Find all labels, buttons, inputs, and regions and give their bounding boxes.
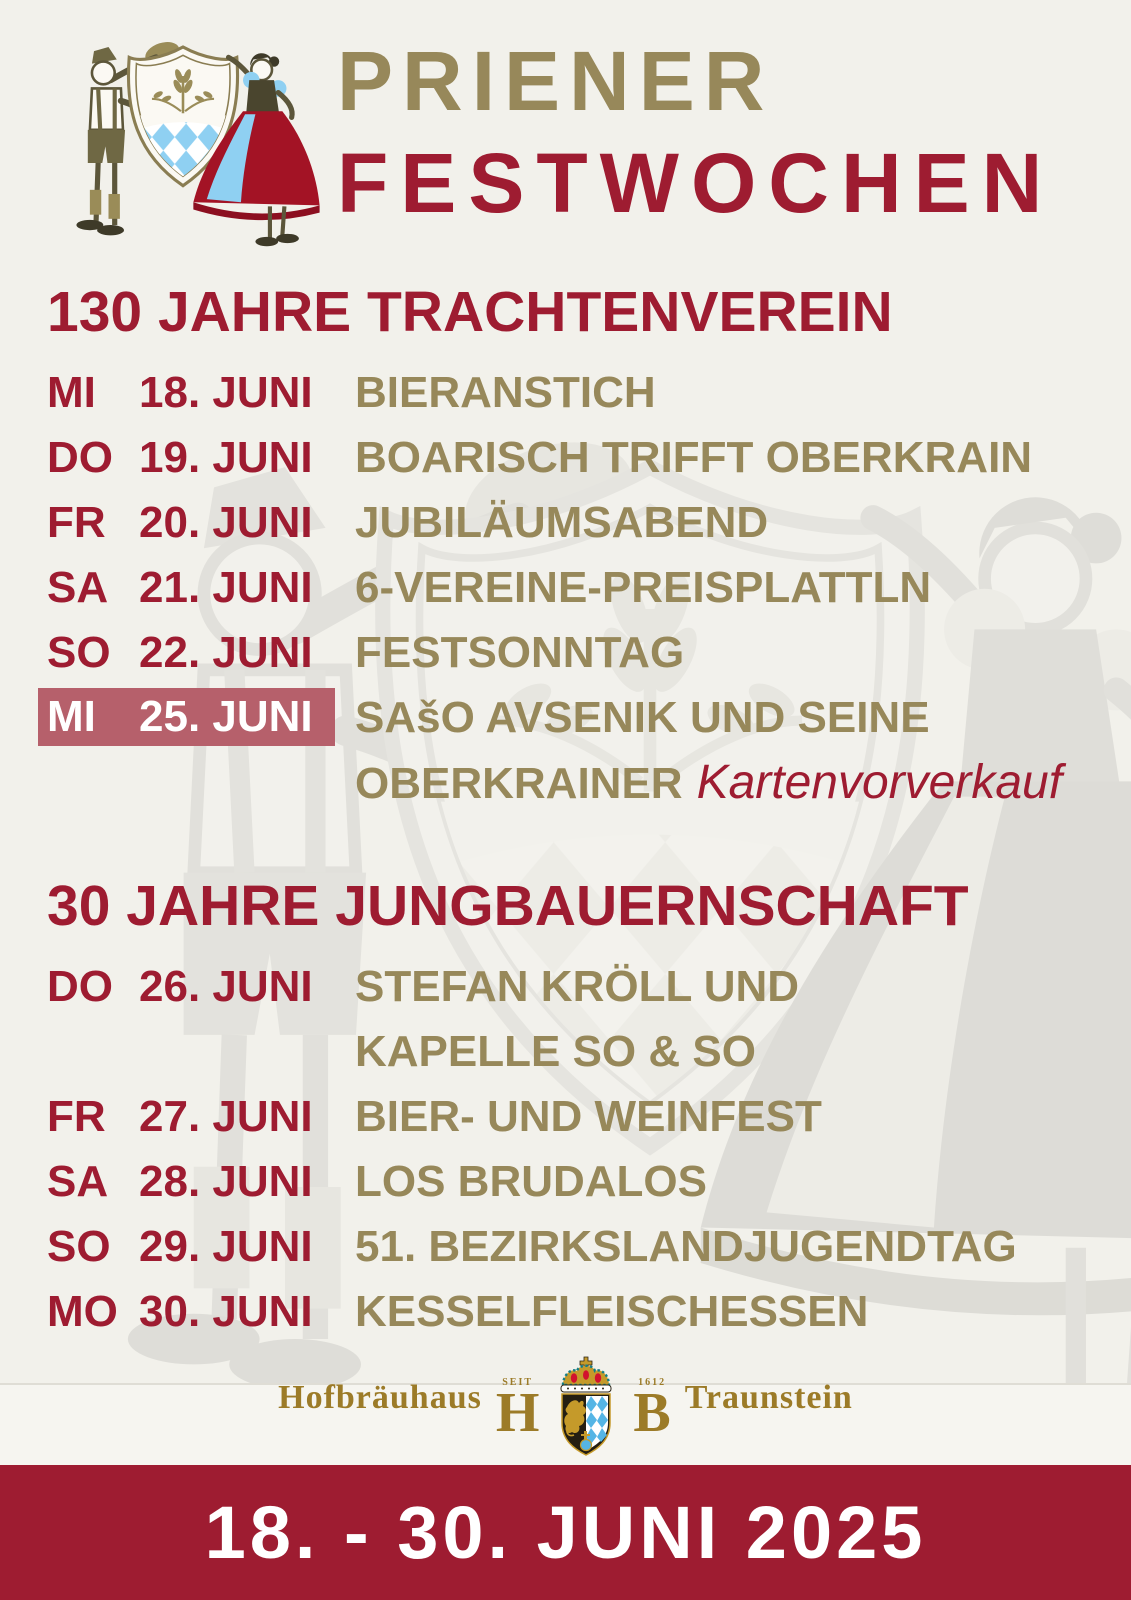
event-row: MI 25. JUNI SAšO AVSENIK UND SEINE OBERKRAI… bbox=[38, 685, 1102, 816]
brewery-name-right: Traunstein bbox=[684, 1379, 853, 1416]
event-sections: 130 JAHRE TRACHTENVEREIN MI 18. JUNI BIERAN… bbox=[38, 280, 1102, 1344]
event-day: FR bbox=[47, 1091, 106, 1141]
monogram-h-wrap: SEIT H bbox=[496, 1377, 540, 1441]
event-title: 51. BEZIRKSLANDJUGENDTAG bbox=[355, 1222, 1017, 1271]
event-date: 22. JUNI bbox=[139, 627, 313, 677]
event-row: MI 18. JUNI BIERANSTICH bbox=[47, 360, 1102, 425]
monogram-b-wrap: 1612 B bbox=[633, 1377, 670, 1441]
presale-note: Kartenvorverkauf bbox=[696, 756, 1063, 809]
event-date: 30. JUNI bbox=[139, 1286, 313, 1336]
event-when: DO 19. JUNI bbox=[38, 425, 335, 490]
event-when: DO 26. JUNI bbox=[38, 954, 335, 1019]
event-day: FR bbox=[47, 497, 106, 547]
event-when: SA 21. JUNI bbox=[38, 555, 335, 620]
event-description: BIERANSTICH bbox=[355, 360, 1102, 425]
event-description: FESTSONNTAG bbox=[355, 620, 1102, 685]
event-day: SO bbox=[47, 627, 111, 677]
founded-year-label: 1612 bbox=[638, 1377, 667, 1388]
brewery-crest-icon bbox=[553, 1355, 619, 1458]
event-title: KESSELFLEISCHESSEN bbox=[355, 1287, 869, 1336]
event-description: STEFAN KRÖLL UND KAPELLE SO & SO bbox=[355, 954, 1102, 1084]
event-when: SA 28. JUNI bbox=[38, 1149, 335, 1214]
event-description: SAšO AVSENIK UND SEINE OBERKRAINER Kartenv… bbox=[355, 685, 1102, 816]
event-when: MI 18. JUNI bbox=[38, 360, 335, 425]
event-date: 21. JUNI bbox=[139, 562, 313, 612]
event-description: KESSELFLEISCHESSEN bbox=[355, 1279, 1102, 1344]
event-description: LOS BRUDALOS bbox=[355, 1149, 1102, 1214]
event-date: 27. JUNI bbox=[139, 1091, 313, 1141]
event-title: STEFAN KRÖLL UND bbox=[355, 962, 800, 1011]
monogram-b: B bbox=[633, 1382, 671, 1444]
event-row: MO 30. JUNI KESSELFLEISCHESSEN bbox=[47, 1279, 1102, 1344]
event-row: DO 26. JUNI STEFAN KRÖLL UND KAPELLE SO & S… bbox=[47, 954, 1102, 1084]
event-title: FESTSONNTAG bbox=[355, 628, 685, 677]
section-heading: 130 JAHRE TRACHTENVEREIN bbox=[47, 280, 893, 344]
event-day: DO bbox=[47, 432, 113, 482]
event-section: 30 JAHRE JUNGBAUERNSCHAFT DO 26. JUNI STEFA… bbox=[47, 874, 1102, 1344]
event-date: 19. JUNI bbox=[139, 432, 313, 482]
dancers-logo bbox=[38, 16, 328, 254]
date-banner: 18. - 30. JUNI 2025 bbox=[0, 1465, 1131, 1600]
event-title-line2: KAPELLE SO & SO bbox=[355, 1019, 1102, 1084]
event-title: BIER- UND WEINFEST bbox=[355, 1092, 822, 1141]
event-title: 6-VEREINE-PREISPLATTLN bbox=[355, 563, 932, 612]
event-day: MI bbox=[47, 367, 96, 417]
seit-label: SEIT bbox=[502, 1377, 534, 1388]
section-heading: 30 JAHRE JUNGBAUERNSCHAFT bbox=[47, 874, 969, 938]
event-row: SO 22. JUNI FESTSONNTAG bbox=[47, 620, 1102, 685]
event-date: 26. JUNI bbox=[139, 961, 313, 1011]
poster-header: PRIENER FESTWOCHEN bbox=[0, 0, 1131, 260]
event-row: DO 19. JUNI BOARISCH TRIFFT OBERKRAIN bbox=[47, 425, 1102, 490]
event-date: 25. JUNI bbox=[139, 692, 313, 741]
poster-title-line1: PRIENER bbox=[337, 34, 774, 128]
event-title: JUBILÄUMSABEND bbox=[355, 498, 769, 547]
event-description: BIER- UND WEINFEST bbox=[355, 1084, 1102, 1149]
event-day: SO bbox=[47, 1221, 111, 1271]
poster-title-line2: FESTWOCHEN bbox=[337, 136, 1055, 230]
event-date: 18. JUNI bbox=[139, 367, 313, 417]
event-description: 51. BEZIRKSLANDJUGENDTAG bbox=[355, 1214, 1102, 1279]
poster-title: PRIENER FESTWOCHEN bbox=[337, 30, 1054, 234]
event-row: FR 27. JUNI BIER- UND WEINFEST bbox=[47, 1084, 1102, 1149]
event-when: FR 20. JUNI bbox=[38, 490, 335, 555]
brewery-name-left: Hofbräuhaus bbox=[278, 1379, 482, 1416]
event-description: JUBILÄUMSABEND bbox=[355, 490, 1102, 555]
event-description: 6-VEREINE-PREISPLATTLN bbox=[355, 555, 1102, 620]
event-when-highlighted: MI 25. JUNI bbox=[38, 688, 335, 746]
event-title: BIERANSTICH bbox=[355, 368, 656, 417]
event-when: MO 30. JUNI bbox=[38, 1279, 335, 1344]
event-date: 20. JUNI bbox=[139, 497, 313, 547]
event-row: SO 29. JUNI 51. BEZIRKSLANDJUGENDTAG bbox=[47, 1214, 1102, 1279]
event-section: 130 JAHRE TRACHTENVEREIN MI 18. JUNI BIERAN… bbox=[38, 280, 1102, 816]
event-day: DO bbox=[47, 961, 113, 1011]
event-when: SO 22. JUNI bbox=[38, 620, 335, 685]
event-when: SO 29. JUNI bbox=[38, 1214, 335, 1279]
event-date: 29. JUNI bbox=[139, 1221, 313, 1271]
event-when: FR 27. JUNI bbox=[38, 1084, 335, 1149]
event-row: FR 20. JUNI JUBILÄUMSABEND bbox=[47, 490, 1102, 555]
event-day: MI bbox=[47, 692, 96, 741]
event-row: SA 21. JUNI 6-VEREINE-PREISPLATTLN bbox=[47, 555, 1102, 620]
event-day: SA bbox=[47, 1156, 109, 1206]
event-title: SAšO AVSENIK UND SEINE bbox=[355, 693, 930, 742]
event-title-line2-text: KAPELLE SO & SO bbox=[355, 1027, 756, 1076]
event-row: SA 28. JUNI LOS BRUDALOS bbox=[47, 1149, 1102, 1214]
event-title: BOARISCH TRIFFT OBERKRAIN bbox=[355, 433, 1033, 482]
brewery-logo: Hofbräuhaus SEIT H bbox=[0, 1355, 1131, 1460]
monogram-h: H bbox=[495, 1382, 540, 1444]
event-title-line2-text: OBERKRAINER bbox=[355, 759, 683, 808]
event-title-line2: OBERKRAINER Kartenvorverkauf bbox=[355, 750, 1102, 816]
event-date: 28. JUNI bbox=[139, 1156, 313, 1206]
event-title: LOS BRUDALOS bbox=[355, 1157, 707, 1206]
event-day: SA bbox=[47, 562, 109, 612]
event-description: BOARISCH TRIFFT OBERKRAIN bbox=[355, 425, 1102, 490]
event-day: MO bbox=[47, 1286, 118, 1336]
